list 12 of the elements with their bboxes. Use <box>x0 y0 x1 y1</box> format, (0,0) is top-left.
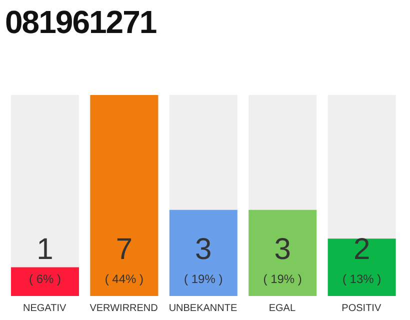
x-tick-label: POSITIV <box>342 303 382 314</box>
data-label: 3 ( 19% ) <box>263 233 302 286</box>
data-label: 1 ( 6% ) <box>28 233 62 286</box>
chart-title: 081961271 <box>5 3 156 42</box>
data-label: 3 ( 19% ) <box>184 233 223 286</box>
x-tick-label: UNBEKANNTE <box>168 303 238 314</box>
data-label: 7 ( 44% ) <box>104 233 144 286</box>
x-tick-label: EGAL <box>268 303 296 314</box>
data-label: 2 ( 13% ) <box>342 233 382 286</box>
x-tick-label: VERWIRREND <box>90 303 158 314</box>
bar <box>11 267 79 296</box>
x-tick-label: NEGATIV <box>23 303 67 314</box>
